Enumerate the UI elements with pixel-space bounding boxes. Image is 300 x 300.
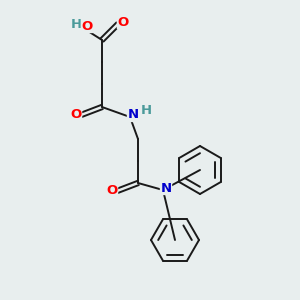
Text: N: N xyxy=(128,109,139,122)
Text: O: O xyxy=(117,16,129,28)
Text: H: H xyxy=(140,103,152,116)
Text: O: O xyxy=(70,109,82,122)
Text: O: O xyxy=(106,184,118,197)
Text: N: N xyxy=(160,182,172,194)
Text: O: O xyxy=(81,20,93,32)
Text: H: H xyxy=(70,17,82,31)
